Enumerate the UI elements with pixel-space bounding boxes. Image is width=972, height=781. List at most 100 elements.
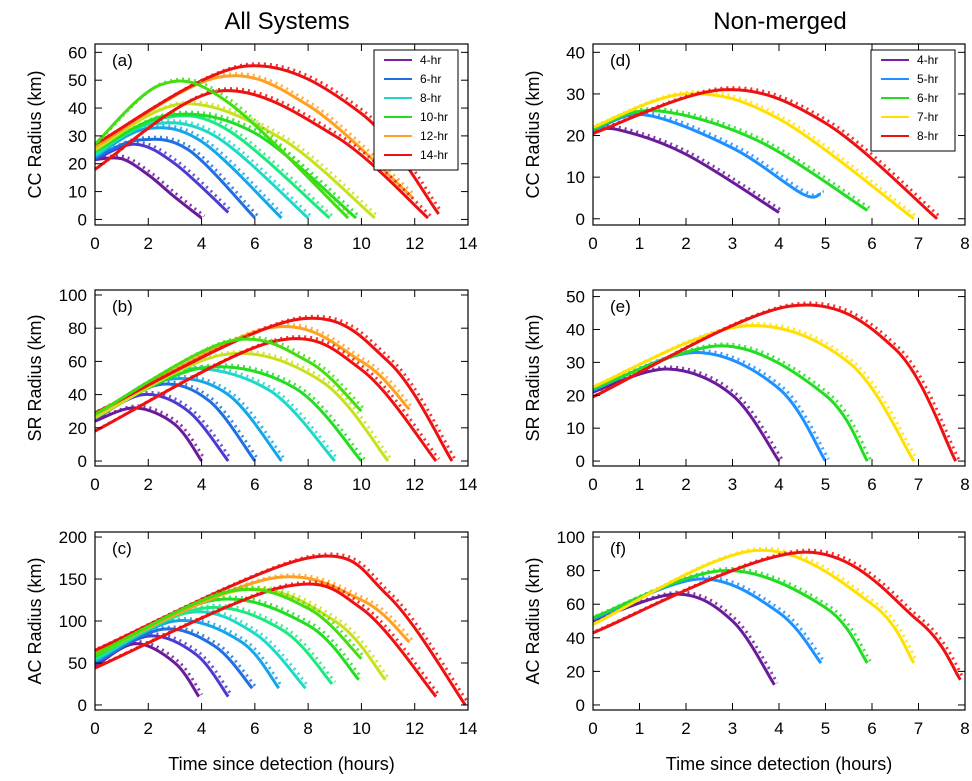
- series-fit-line: [94, 351, 390, 462]
- y-tick-label: 40: [566, 629, 585, 648]
- x-tick-label: 6: [867, 234, 876, 253]
- series-observed-line: [595, 111, 825, 197]
- x-tick-label: 12: [405, 719, 424, 738]
- series-fit-line: [592, 592, 776, 686]
- legend-box: [373, 49, 459, 171]
- column-title-non-merged: Non-merged: [713, 8, 846, 35]
- series-fit-line: [94, 316, 454, 462]
- series-fit-line: [93, 79, 350, 220]
- series-fit-line: [592, 548, 916, 664]
- y-tick-label: 20: [68, 419, 87, 438]
- panel-b: 0 2 4 6 8 10 12 14 0 20 40 60 80 100 (b) SR Radius (km): [25, 286, 477, 494]
- series-fit-line: [592, 303, 958, 462]
- y-tick-label: 80: [566, 562, 585, 581]
- y-tick-label: 0: [576, 210, 585, 229]
- y-axis-label: CC Radius (km): [523, 70, 543, 198]
- x-tick-label: 0: [90, 719, 99, 738]
- x-tick-label: 6: [250, 719, 259, 738]
- column-title-all-systems: All Systems: [224, 8, 349, 35]
- series-fit-line: [592, 92, 915, 221]
- x-tick-label: 10: [352, 475, 371, 494]
- y-tick-label: 200: [59, 528, 87, 547]
- x-tick-label: 3: [728, 719, 737, 738]
- legend-entry-label: 8-hr: [420, 91, 441, 105]
- x-tick-label: 2: [144, 475, 153, 494]
- y-tick-label: 20: [566, 127, 585, 146]
- y-tick-label: 150: [59, 570, 87, 589]
- x-tick-label: 14: [459, 475, 478, 494]
- x-tick-label: 14: [459, 234, 478, 253]
- x-tick-label: 6: [250, 234, 259, 253]
- x-tick-label: 10: [352, 719, 371, 738]
- series-observed-line: [97, 119, 313, 218]
- y-tick-label: 60: [68, 352, 87, 371]
- y-tick-label: 0: [576, 452, 585, 471]
- x-tick-label: 6: [250, 475, 259, 494]
- x-tick-label: 5: [821, 475, 830, 494]
- series-fit-line: [592, 577, 823, 664]
- y-tick-label: 10: [566, 419, 585, 438]
- series-fit-line: [94, 142, 230, 214]
- y-tick-label: 100: [59, 612, 87, 631]
- y-tick-label: 10: [68, 183, 87, 202]
- series-fit-line: [94, 605, 334, 686]
- x-tick-label: 12: [405, 475, 424, 494]
- x-tick-label: 8: [960, 234, 969, 253]
- x-tick-label: 12: [405, 234, 424, 253]
- series-fit-line: [592, 126, 780, 214]
- x-tick-label: 4: [197, 475, 206, 494]
- x-axis-label: Time since detection (hours): [666, 754, 892, 774]
- series-fit-line: [592, 550, 962, 681]
- panel-e: 0 1 2 3 4 5 6 7 8 0 10 20 30 40 50 (e) SR Radius (km): [523, 288, 970, 494]
- x-axis-label: Time since detection (hours): [168, 754, 394, 774]
- x-tick-label: 2: [681, 234, 690, 253]
- series-observed-line: [595, 348, 830, 460]
- legend-entry-label: 10-hr: [420, 110, 448, 124]
- series-fit-line: [94, 102, 376, 220]
- series-fit-line: [94, 337, 438, 462]
- x-tick-label: 0: [90, 475, 99, 494]
- x-tick-label: 0: [588, 234, 597, 253]
- series-observed-line: [595, 107, 872, 210]
- series-fit-line: [94, 587, 363, 660]
- y-tick-label: 80: [68, 319, 87, 338]
- panel-label: (b): [112, 297, 133, 316]
- legend-entry-label: 5-hr: [917, 72, 938, 86]
- y-tick-label: 0: [78, 210, 87, 229]
- x-tick-label: 3: [728, 475, 737, 494]
- plot-frame: [592, 289, 966, 467]
- x-tick-label: 8: [960, 719, 969, 738]
- panel-label: (f): [610, 539, 626, 558]
- x-tick-label: 8: [303, 234, 312, 253]
- x-tick-label: 3: [728, 234, 737, 253]
- y-tick-label: 30: [566, 353, 585, 372]
- series-observed-line: [97, 110, 361, 218]
- y-tick-label: 0: [78, 452, 87, 471]
- legend-entry-label: 4-hr: [917, 53, 938, 67]
- legend-entry-label: 4-hr: [420, 53, 441, 67]
- plot-frame: [94, 289, 469, 467]
- series-fit-line: [592, 113, 822, 199]
- y-tick-label: 50: [68, 71, 87, 90]
- y-tick-label: 40: [566, 320, 585, 339]
- y-tick-label: 40: [68, 99, 87, 118]
- x-tick-label: 6: [867, 719, 876, 738]
- series-observed-line: [97, 314, 457, 460]
- panel-d: 0 1 2 3 4 5 6 7 8 0 10 20 30 40 (d) CC Radius (km) 4-hr 5…: [523, 43, 970, 253]
- y-tick-label: 30: [566, 85, 585, 104]
- x-tick-label: 2: [144, 719, 153, 738]
- panel-label: (d): [610, 51, 631, 70]
- y-tick-label: 60: [566, 595, 585, 614]
- series-observed-line: [595, 342, 872, 460]
- x-tick-label: 4: [197, 719, 206, 738]
- series-observed-line: [97, 380, 260, 460]
- x-tick-label: 4: [774, 719, 783, 738]
- y-tick-label: 20: [566, 386, 585, 405]
- series-observed-line: [97, 608, 310, 688]
- series-observed-line: [97, 62, 443, 213]
- y-axis-label: SR Radius (km): [25, 314, 45, 441]
- series-fit-line: [94, 126, 283, 220]
- x-tick-label: 4: [197, 234, 206, 253]
